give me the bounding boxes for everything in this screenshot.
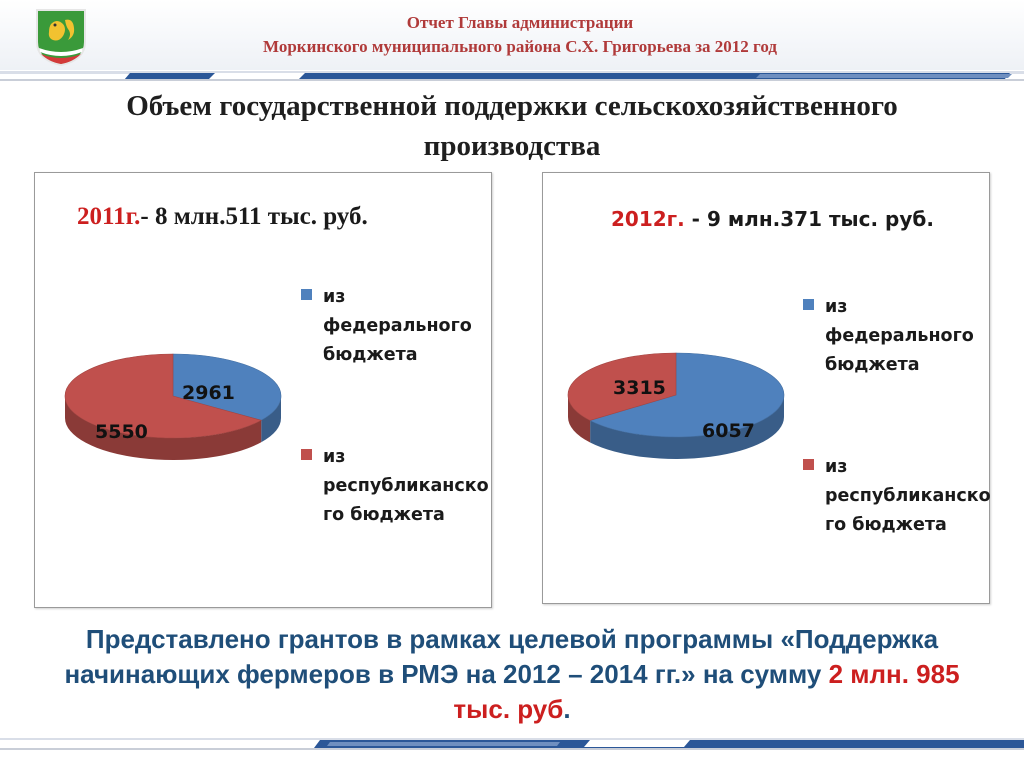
legend-swatch-blue xyxy=(803,299,814,310)
pie-label-republic-2011: 5550 xyxy=(95,421,148,443)
legend-text: го бюджета xyxy=(825,515,947,535)
legend-text: бюджета xyxy=(323,345,418,365)
legend-text: из xyxy=(825,297,848,317)
amount-label: - 8 млн.511 тыс. руб. xyxy=(140,203,368,230)
legend-swatch-blue xyxy=(301,289,312,300)
legend-swatch-red xyxy=(803,459,814,470)
chart-title-2011: 2011г.- 8 млн.511 тыс. руб. xyxy=(77,203,368,231)
header-background xyxy=(0,0,1024,70)
legend-text: республиканско xyxy=(323,476,489,496)
pie-side-0 xyxy=(590,395,784,459)
grants-text: . xyxy=(563,694,571,724)
pie-slice-1 xyxy=(567,352,677,421)
bottom-decorative-band xyxy=(0,737,1024,750)
legend-text: республиканско xyxy=(825,486,991,506)
grants-text: начинающих фермеров в РМЭ на 2012 – 2014… xyxy=(64,659,829,689)
pie-side-0 xyxy=(261,396,281,443)
chart-panel-2011: 2011г.- 8 млн.511 тыс. руб. 2961 5550 из… xyxy=(34,172,492,608)
pie-slice-0 xyxy=(172,353,282,421)
grants-line-2: начинающих фермеров в РМЭ на 2012 – 2014… xyxy=(0,657,1024,692)
header-line-1: Отчет Главы администрации xyxy=(406,13,634,32)
year-label: 2011г. xyxy=(77,203,141,230)
chart-title-2012: 2012г. - 9 млн.371 тыс. руб. xyxy=(611,207,934,231)
pie-slice-1 xyxy=(64,353,262,439)
legend-text: из xyxy=(323,447,346,467)
pie-label-republic-2012: 3315 xyxy=(613,377,666,399)
grants-statement: Представлено грантов в рамках целевой пр… xyxy=(0,622,1024,727)
legend-swatch-red xyxy=(301,449,312,460)
pie-chart-2012: 3315 6057 xyxy=(567,352,785,459)
pie-chart-2011: 2961 5550 xyxy=(64,353,282,461)
legend-text: бюджета xyxy=(825,355,920,375)
pie-slice-0 xyxy=(589,352,785,438)
year-label: 2012г. xyxy=(611,207,685,231)
pie-label-federal-2012: 6057 xyxy=(702,420,755,442)
grants-line-3: тыс. руб. xyxy=(0,692,1024,727)
page-title-line-1: Объем государственной поддержки сельскох… xyxy=(126,90,898,122)
legend-text: из xyxy=(825,457,848,477)
pie-side-1 xyxy=(568,395,591,443)
amount-label: - 9 млн.371 тыс. руб. xyxy=(684,207,934,231)
grants-amount-highlight: тыс. руб xyxy=(453,694,564,724)
pie-label-federal-2011: 2961 xyxy=(182,382,235,404)
pie-side-1 xyxy=(65,396,262,461)
legend-text: федерального xyxy=(323,316,472,336)
top-decorative-band xyxy=(0,68,1024,81)
legend-text: из xyxy=(323,287,346,307)
legend-text: федерального xyxy=(825,326,974,346)
coat-of-arms-icon xyxy=(36,9,86,66)
grants-line-1: Представлено грантов в рамках целевой пр… xyxy=(85,624,939,654)
grants-amount-highlight: 2 млн. 985 xyxy=(828,659,960,689)
chart-panel-2012: 2012г. - 9 млн.371 тыс. руб. 3315 6057 и… xyxy=(542,172,991,604)
header-line-2: Моркинского муниципального района С.Х. Г… xyxy=(263,37,777,56)
page-title-line-2: производства xyxy=(423,130,601,162)
legend-text: го бюджета xyxy=(323,505,445,525)
